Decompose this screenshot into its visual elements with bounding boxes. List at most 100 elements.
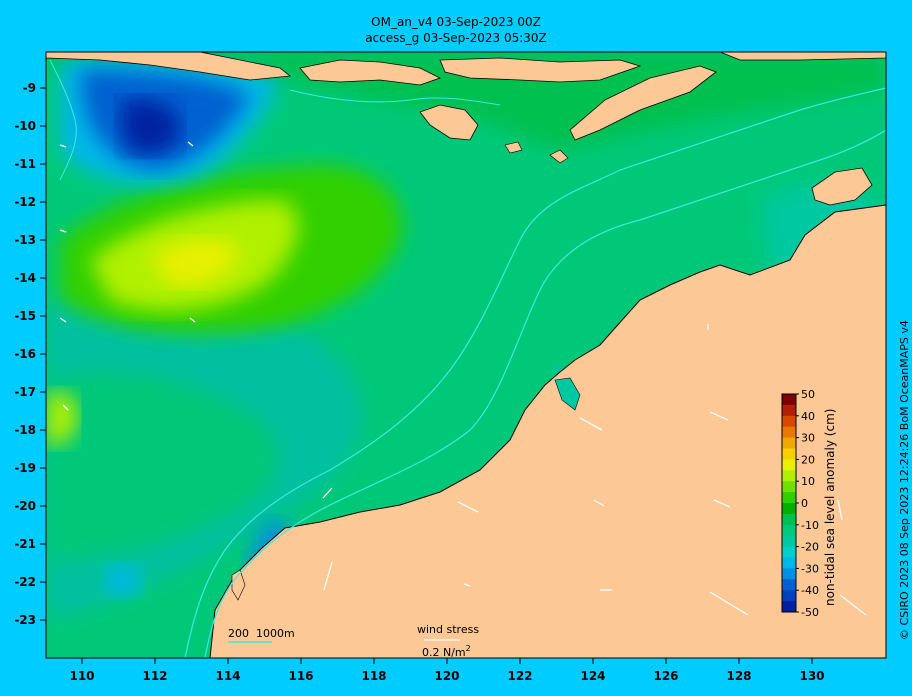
colorbar-tick-label: 40: [801, 410, 815, 423]
colorbar-segment: [782, 524, 796, 537]
chart-title-line-1: OM_an_v4 03-Sep-2023 00Z: [371, 15, 541, 29]
colorbar-segment: [782, 437, 796, 449]
wind-arrow: [322, 487, 333, 499]
king-sound-bay: [554, 377, 581, 411]
colorbar-segment: [782, 426, 796, 439]
lat-tick-label: -21: [14, 537, 36, 551]
tiwi-islands: [811, 167, 873, 206]
lat-tick-label: -14: [14, 271, 36, 285]
lat-tick-label: -17: [14, 385, 36, 399]
wind-arrow: [189, 317, 196, 323]
yellow-peak: [150, 238, 240, 286]
lon-tick-label: 128: [726, 669, 751, 683]
wind-arrow: [463, 583, 471, 587]
java-island: [46, 52, 292, 81]
colorbar-label: non-tidal sea level anomaly (cm): [823, 409, 837, 606]
wind-legend-value: 0.2 N/m2: [422, 644, 471, 659]
lat-tick-label: -9: [23, 81, 36, 95]
longitude-axis: 110 112 114 116 118 120 122 124 126 128 130: [69, 658, 825, 683]
lon-tick-label: 130: [799, 669, 824, 683]
colorbar-segment: [782, 546, 796, 558]
west-mid-band: [46, 372, 279, 560]
northern-island-chain: [719, 52, 886, 61]
wind-arrow: [59, 229, 67, 233]
colorbar-segment: [782, 535, 796, 548]
blue-low-core: [120, 98, 181, 154]
lat-tick-label: -22: [14, 575, 36, 589]
wind-arrow: [59, 144, 67, 148]
isobath-java-trench: [49, 59, 77, 181]
lon-tick-label: 120: [434, 669, 459, 683]
lat-tick-label: -11: [14, 157, 36, 171]
flores-islands: [439, 57, 642, 83]
colorbar-segment: [782, 601, 796, 613]
lat-tick-label: -23: [14, 613, 36, 627]
plot-frame: [45, 51, 887, 659]
colorbar-tick-label: -30: [801, 562, 819, 575]
colorbar-segment: [782, 557, 796, 569]
lat-tick-label: -15: [14, 309, 36, 323]
wind-arrow: [713, 499, 731, 508]
colorbar-segment: [782, 568, 796, 580]
colorbar-segment: [782, 415, 796, 428]
lombok-sumbawa-islands: [299, 59, 442, 86]
colorbar-tick-label: 50: [801, 388, 815, 401]
colorbar-segment: [782, 513, 796, 526]
isobath-legend: 200 1000m: [228, 627, 295, 643]
lat-tick-label: -18: [14, 423, 36, 437]
latitude-axis: -9 -10 -11 -12 -13 -14 -15 -16 -17 -18 -19 -20 -21 -2…: [14, 81, 46, 627]
small-island-2: [504, 141, 523, 154]
anomaly-field: [46, 52, 886, 658]
wind-arrow: [837, 499, 843, 521]
colorbar-tick-label: -40: [801, 584, 819, 597]
lat-tick-label: -12: [14, 195, 36, 209]
colorbar-segment: [782, 590, 796, 602]
wind-arrow: [457, 501, 479, 513]
small-island-1: [549, 149, 569, 164]
colorbar-tick-label: -10: [801, 519, 819, 532]
chart-title-line-2: access_g 03-Sep-2023 05:30Z: [365, 31, 547, 45]
colorbar-segment: [782, 470, 796, 482]
lon-tick-label: 114: [215, 669, 240, 683]
isobath-legend-200: 200: [228, 627, 249, 640]
wind-arrow: [323, 561, 333, 591]
lon-tick-label: 116: [288, 669, 313, 683]
colorbar-segment: [782, 459, 796, 471]
lon-tick-label: 124: [580, 669, 605, 683]
lat-tick-label: -16: [14, 347, 36, 361]
timor-island: [569, 65, 717, 141]
colorbar-tick-label: -50: [801, 606, 819, 619]
wind-arrow: [709, 411, 729, 421]
colorbar-segment: [782, 503, 796, 515]
wind-legend-title: wind stress: [417, 623, 479, 636]
lon-tick-label: 118: [361, 669, 386, 683]
wind-arrow: [187, 141, 194, 147]
isobath-island-arc: [289, 89, 501, 106]
credit-text: © CSIRO 2023 08 Sep 2023 12:24:26 BoM Oc…: [898, 320, 911, 640]
lon-tick-label: 126: [653, 669, 678, 683]
isobath-legend-1000: 1000m: [256, 627, 295, 640]
colorbar-tick-label: 20: [801, 453, 815, 466]
colorbar-segment: [782, 492, 796, 504]
wind-arrow: [579, 417, 603, 431]
lon-tick-label: 110: [69, 669, 94, 683]
lat-tick-label: -19: [14, 461, 36, 475]
wind-arrow: [709, 591, 749, 616]
wind-stress-legend: wind stress 0.2 N/m2: [417, 623, 479, 659]
west-yellow-spot: [46, 391, 79, 447]
colorbar-segment: [782, 448, 796, 460]
sumba-island: [419, 104, 479, 141]
colorbar-tick-label: -20: [801, 541, 819, 554]
wind-arrow: [62, 404, 69, 411]
colorbar-tick-label: 10: [801, 475, 815, 488]
colorbar-segment: [782, 481, 796, 493]
colorbar-tick-label: 0: [801, 497, 808, 510]
lat-tick-label: -13: [14, 233, 36, 247]
lat-tick-label: -10: [14, 119, 36, 133]
lon-tick-label: 112: [142, 669, 167, 683]
southwest-low-spot: [105, 564, 141, 597]
colorbar-segment: [782, 579, 796, 591]
colorbar-tick-label: 30: [801, 432, 815, 445]
wind-arrow: [593, 499, 605, 507]
